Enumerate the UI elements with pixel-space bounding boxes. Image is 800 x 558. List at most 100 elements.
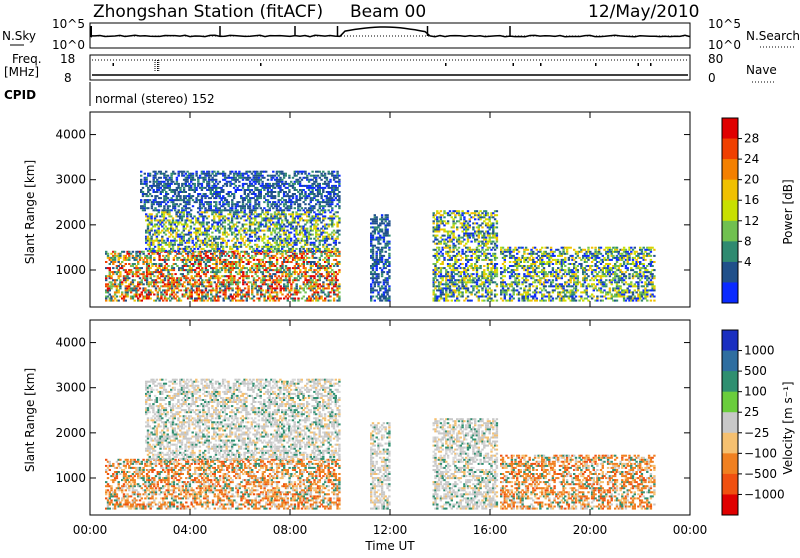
echo-cell — [158, 289, 160, 291]
echo-cell — [183, 199, 185, 201]
echo-cell — [283, 298, 285, 300]
echo-cell — [135, 273, 137, 275]
echo-cell — [388, 289, 390, 291]
echo-cell — [170, 224, 172, 226]
echo-cell — [381, 214, 383, 216]
echo-cell — [338, 217, 340, 219]
echo-cell — [238, 201, 240, 203]
echo-cell — [285, 296, 287, 298]
echo-cell — [281, 219, 283, 221]
echo-cell — [107, 253, 109, 255]
echo-cell — [254, 209, 256, 211]
echo-cell — [276, 259, 278, 261]
echo-cell — [301, 179, 303, 181]
echo-cell — [165, 199, 167, 201]
echo-cell — [155, 263, 157, 265]
echo-cell — [208, 261, 210, 263]
echo-cell — [231, 287, 233, 289]
echo-cell — [322, 289, 324, 291]
echo-cell — [338, 234, 340, 236]
echo-cell — [285, 289, 287, 291]
echo-cell — [258, 238, 260, 240]
echo-cell — [163, 213, 165, 215]
echo-cell — [151, 273, 153, 275]
echo-cell — [163, 189, 165, 191]
echo-cell — [176, 203, 178, 205]
echo-cell — [310, 211, 312, 213]
echo-cell — [292, 281, 294, 283]
echo-cell — [201, 207, 203, 209]
echo-cell — [434, 275, 436, 277]
echo-cell — [313, 183, 315, 185]
echo-cell — [191, 271, 193, 273]
echo-cell — [210, 285, 212, 287]
echo-cell — [194, 263, 196, 265]
echo-cell — [206, 195, 208, 197]
echo-cell — [177, 250, 179, 252]
echo-cell — [313, 261, 315, 263]
echo-cell — [372, 237, 374, 239]
echo-cell — [177, 246, 179, 248]
echo-cell — [320, 193, 322, 195]
echo-cell — [231, 222, 233, 224]
echo-cell — [199, 246, 201, 248]
echo-cell — [294, 219, 296, 221]
echo-cell — [224, 251, 226, 253]
echo-cell — [385, 263, 387, 265]
cpid-text: normal (stereo) 152 — [95, 92, 215, 106]
echo-cell — [187, 277, 189, 279]
echo-cell — [286, 219, 288, 221]
echo-cell — [190, 185, 192, 187]
echo-cell — [163, 215, 165, 217]
echo-cell — [176, 177, 178, 179]
echo-cell — [336, 294, 338, 296]
echo-cell — [176, 291, 178, 293]
echo-cell — [324, 226, 326, 228]
echo-cell — [313, 224, 315, 226]
echo-cell — [372, 249, 374, 251]
echo-cell — [317, 209, 319, 211]
echo-cell — [141, 300, 143, 302]
echo-cell — [157, 285, 159, 287]
echo-cell — [271, 261, 273, 263]
echo-cell — [276, 234, 278, 236]
echo-cell — [198, 296, 200, 298]
echo-cell — [438, 231, 440, 233]
echo-cell — [436, 235, 438, 237]
echo-cell — [335, 242, 337, 244]
echo-cell — [164, 261, 166, 263]
echo-cell — [192, 217, 194, 219]
echo-cell — [219, 181, 221, 183]
echo-cell — [215, 236, 217, 238]
echo-cell — [198, 287, 200, 289]
echo-cell — [160, 298, 162, 300]
echo-cell — [251, 271, 253, 273]
echo-cell — [388, 235, 390, 237]
echo-cell — [290, 285, 292, 287]
title-station: Zhongshan Station (fitACF) — [93, 2, 323, 22]
echo-cell — [256, 244, 258, 246]
echo-cell — [148, 265, 150, 267]
echo-cell — [128, 257, 130, 259]
echo-cell — [219, 257, 221, 259]
echo-cell — [211, 224, 213, 226]
echo-cell — [253, 257, 255, 259]
echo-cell — [331, 203, 333, 205]
echo-cell — [299, 203, 301, 205]
nsky-tick-bottom: 10^0 — [52, 38, 85, 52]
echo-cell — [231, 240, 233, 242]
echo-cell — [231, 207, 233, 209]
echo-cell — [281, 179, 283, 181]
echo-cell — [434, 263, 436, 265]
echo-cell — [303, 296, 305, 298]
echo-cell — [198, 294, 200, 296]
echo-cell — [174, 255, 176, 257]
echo-cell — [240, 189, 242, 191]
echo-cell — [269, 279, 271, 281]
echo-cell — [202, 224, 204, 226]
echo-cell — [312, 296, 314, 298]
echo-cell — [322, 199, 324, 201]
echo-cell — [172, 195, 174, 197]
echo-cell — [292, 185, 294, 187]
echo-cell — [179, 197, 181, 199]
